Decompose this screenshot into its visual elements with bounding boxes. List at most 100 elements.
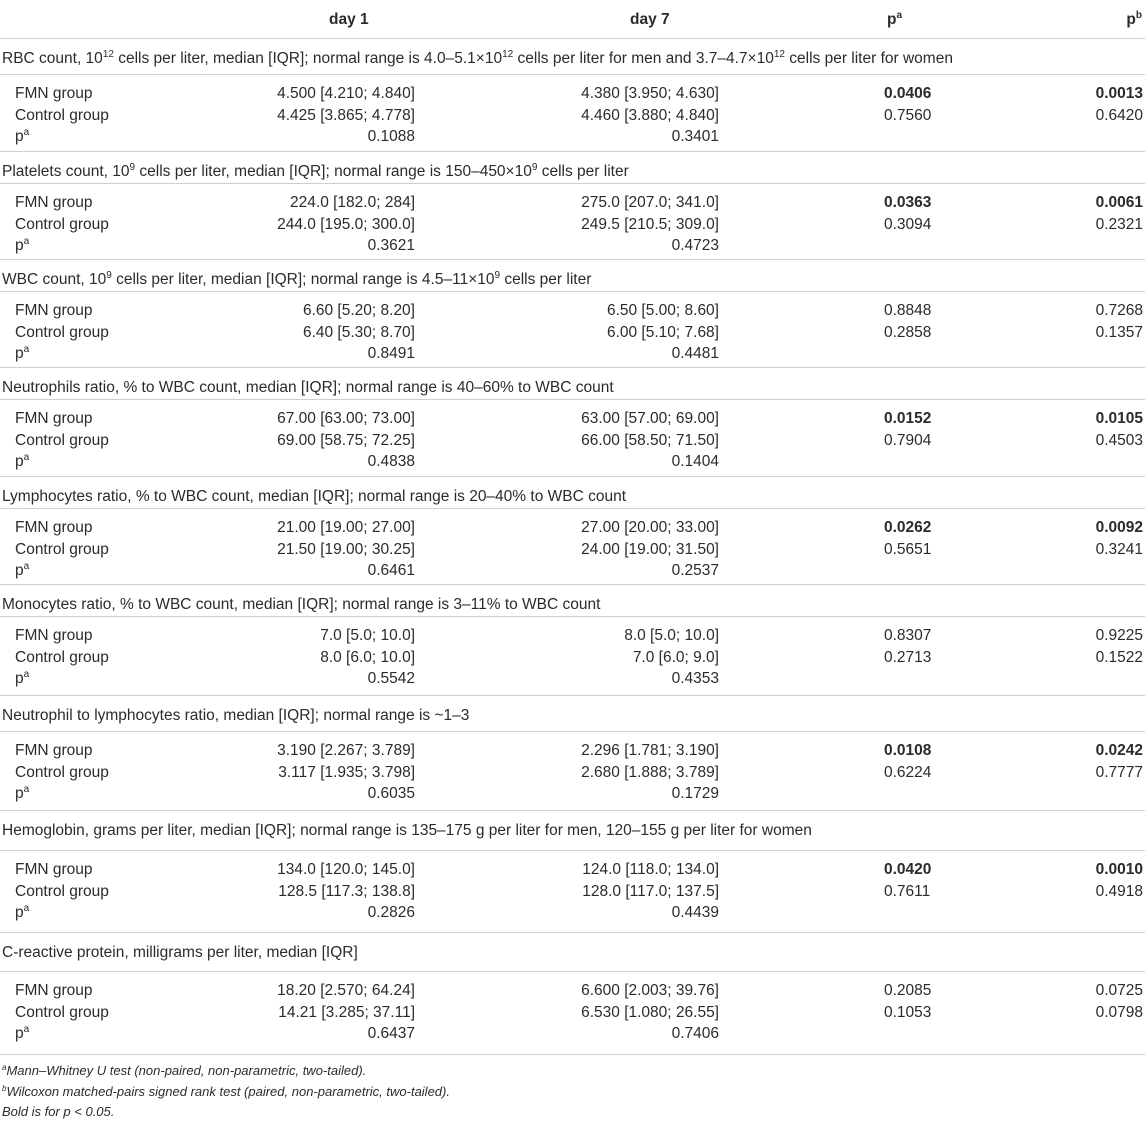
p-value-row: pa 0.3621 0.4723 <box>0 235 1145 257</box>
row-label: Control group <box>15 323 109 341</box>
pa-value: 0.6224 <box>884 763 932 781</box>
day7-p-value: 0.4439 <box>671 904 719 921</box>
p-label-superscript: a <box>23 1024 30 1035</box>
day7-p-value: 0.7406 <box>671 1025 719 1042</box>
day1-value: 7.0 [5.0; 10.0] <box>320 627 415 644</box>
day7-value: 6.00 [5.10; 7.68] <box>606 323 719 341</box>
section-data-group: FMN group 224.0 [182.0; 284] 275.0 [207.0;… <box>0 184 1145 260</box>
pa-value: 0.0152 <box>884 410 932 427</box>
footnote: bWilcoxon matched-pairs signed rank test… <box>0 1082 1145 1103</box>
pb-value: 0.7777 <box>1095 763 1143 781</box>
title-text-part: WBC count, 10 <box>2 271 107 288</box>
section-title-text: Neutrophils ratio, % to WBC count, media… <box>2 377 614 399</box>
section-data-group: FMN group 67.00 [63.00; 73.00] 63.00 [57.0… <box>0 400 1145 477</box>
pb-value: 0.0725 <box>1095 982 1143 999</box>
day7-value: 4.380 [3.950; 4.630] <box>581 85 719 102</box>
row-label: pa <box>15 783 29 805</box>
pa-value: 0.0420 <box>884 861 932 878</box>
day7-value: 275.0 [207.0; 341.0] <box>581 194 719 211</box>
day7-p-value: 0.4353 <box>671 670 719 687</box>
pb-value: 0.3241 <box>1095 540 1143 558</box>
fmn-row: FMN group 3.190 [2.267; 3.789] 2.296 [1.78… <box>0 740 1145 762</box>
footnote: Bold is for p < 0.05. <box>0 1102 1145 1123</box>
fmn-row: FMN group 7.0 [5.0; 10.0] 8.0 [5.0; 10.0] 0… <box>0 625 1145 647</box>
day7-value: 24.00 [19.00; 31.50] <box>581 540 719 558</box>
control-row: Control group 69.00 [58.75; 72.25] 66.00 [… <box>0 430 1145 452</box>
header-pa: pa <box>887 10 903 29</box>
day7-value: 128.0 [117.0; 137.5] <box>582 882 719 900</box>
title-text-part: Monocytes ratio, % to WBC count, median … <box>2 596 601 613</box>
control-row: Control group 8.0 [6.0; 10.0] 7.0 [6.0; 9.… <box>0 647 1145 669</box>
day7-value: 63.00 [57.00; 69.00] <box>581 410 719 427</box>
title-text-part: Neutrophil to lymphocytes ratio, median … <box>2 707 470 724</box>
section-title: RBC count, 10 12 cells per liter, median … <box>0 39 1145 75</box>
day1-value: 6.60 [5.20; 8.20] <box>302 302 415 319</box>
pa-value: 0.7611 <box>884 882 931 900</box>
day7-value: 2.296 [1.781; 3.190] <box>581 742 719 759</box>
day7-value: 66.00 [58.50; 71.50] <box>581 431 719 449</box>
pb-value: 0.1357 <box>1095 323 1143 341</box>
row-label: pa <box>15 451 29 473</box>
section-title: Platelets count, 109 cells per liter, me… <box>0 152 1145 184</box>
pa-value: 0.3094 <box>884 215 932 233</box>
day1-value: 128.5 [117.3; 138.8] <box>278 882 415 900</box>
pb-value: 0.0092 <box>1095 519 1143 536</box>
day1-value: 67.00 [63.00; 73.00] <box>277 410 415 427</box>
title-text-part: Hemoglobin, grams per liter, median [IQR… <box>2 822 812 839</box>
day1-value: 224.0 [182.0; 284] <box>290 194 415 211</box>
p-label: p <box>15 453 24 470</box>
control-row: Control group 21.50 [19.00; 30.25] 24.00 [… <box>0 539 1145 561</box>
p-value-row: pa 0.4838 0.1404 <box>0 451 1145 473</box>
row-label: Control group <box>15 215 109 233</box>
section-title-text: Neutrophil to lymphocytes ratio, median … <box>2 705 469 727</box>
day7-value: 6.530 [1.080; 26.55] <box>581 1003 719 1021</box>
control-row: Control group 244.0 [195.0; 300.0] 249.5 [… <box>0 214 1145 236</box>
row-label: Control group <box>15 1003 109 1021</box>
superscript: 9 <box>494 270 501 281</box>
day1-p-value: 0.2826 <box>367 904 415 921</box>
p-label: p <box>15 1025 24 1042</box>
day7-p-value: 0.1404 <box>671 453 719 470</box>
title-text-part: cells per liter, median [IQR]; normal ra… <box>113 50 503 67</box>
row-label: FMN group <box>15 410 93 427</box>
pb-value: 0.4918 <box>1095 882 1143 900</box>
day1-value: 4.500 [4.210; 4.840] <box>277 85 415 102</box>
header-day7: day 7 <box>630 11 670 28</box>
pa-value: 0.7560 <box>884 106 932 124</box>
pb-value: 0.0798 <box>1095 1003 1143 1021</box>
results-table: day 1 day 7 pa pb RBC count, 1012 cells … <box>0 10 1145 1055</box>
day1-p-value: 0.6461 <box>367 562 415 579</box>
section-title-text: WBC count, 109 cells per liter, median [… <box>2 269 591 291</box>
superscript: 12 <box>502 49 514 60</box>
p-label: p <box>15 904 24 921</box>
p-value-row: pa 0.5542 0.4353 <box>0 668 1145 690</box>
p-value-row: pa 0.6035 0.1729 <box>0 783 1145 805</box>
day7-p-value: 0.4481 <box>671 345 719 362</box>
section-data-group: FMN group 7.0 [5.0; 10.0] 8.0 [5.0; 10.0] 0… <box>0 617 1145 696</box>
title-text-part: RBC count, 10 <box>2 50 103 67</box>
section-data-group: FMN group 3.190 [2.267; 3.789] 2.296 [1.78… <box>0 732 1145 811</box>
row-label: FMN group <box>15 519 93 536</box>
day1-p-value: 0.6437 <box>367 1025 415 1042</box>
day1-p-value: 0.5542 <box>367 670 415 687</box>
day1-value: 6.40 [5.30; 8.70] <box>302 323 415 341</box>
day1-value: 14.21 [3.285; 37.11] <box>278 1003 415 1021</box>
pa-value: 0.5651 <box>884 540 932 558</box>
p-label-superscript: a <box>23 669 30 680</box>
p-value-row: pa 0.2826 0.4439 <box>0 902 1145 924</box>
title-text-part: Neutrophils ratio, % to WBC count, media… <box>2 379 614 396</box>
pa-value: 0.2858 <box>884 323 932 341</box>
table-footnotes: aMann–Whitney U test (non-paired, non-pa… <box>0 1055 1145 1123</box>
section-title-text: Lymphocytes ratio, % to WBC count, media… <box>2 486 626 508</box>
superscript: 9 <box>106 270 112 281</box>
pb-value: 0.7268 <box>1095 302 1143 319</box>
fmn-row: FMN group 4.500 [4.210; 4.840] 4.380 [3.95… <box>0 83 1145 105</box>
control-row: Control group 4.425 [3.865; 4.778] 4.460 [… <box>0 105 1145 127</box>
day1-p-value: 0.4838 <box>367 453 415 470</box>
p-label-superscript: a <box>23 236 30 247</box>
title-text-part: cells per liter, median [IQR]; normal ra… <box>111 271 495 288</box>
section-data-group: FMN group 18.20 [2.570; 64.24] 6.600 [2.00… <box>0 972 1145 1055</box>
section-title-text: Platelets count, 109 cells per liter, me… <box>2 161 629 183</box>
pa-value: 0.8848 <box>884 302 932 319</box>
row-label: Control group <box>15 763 109 781</box>
